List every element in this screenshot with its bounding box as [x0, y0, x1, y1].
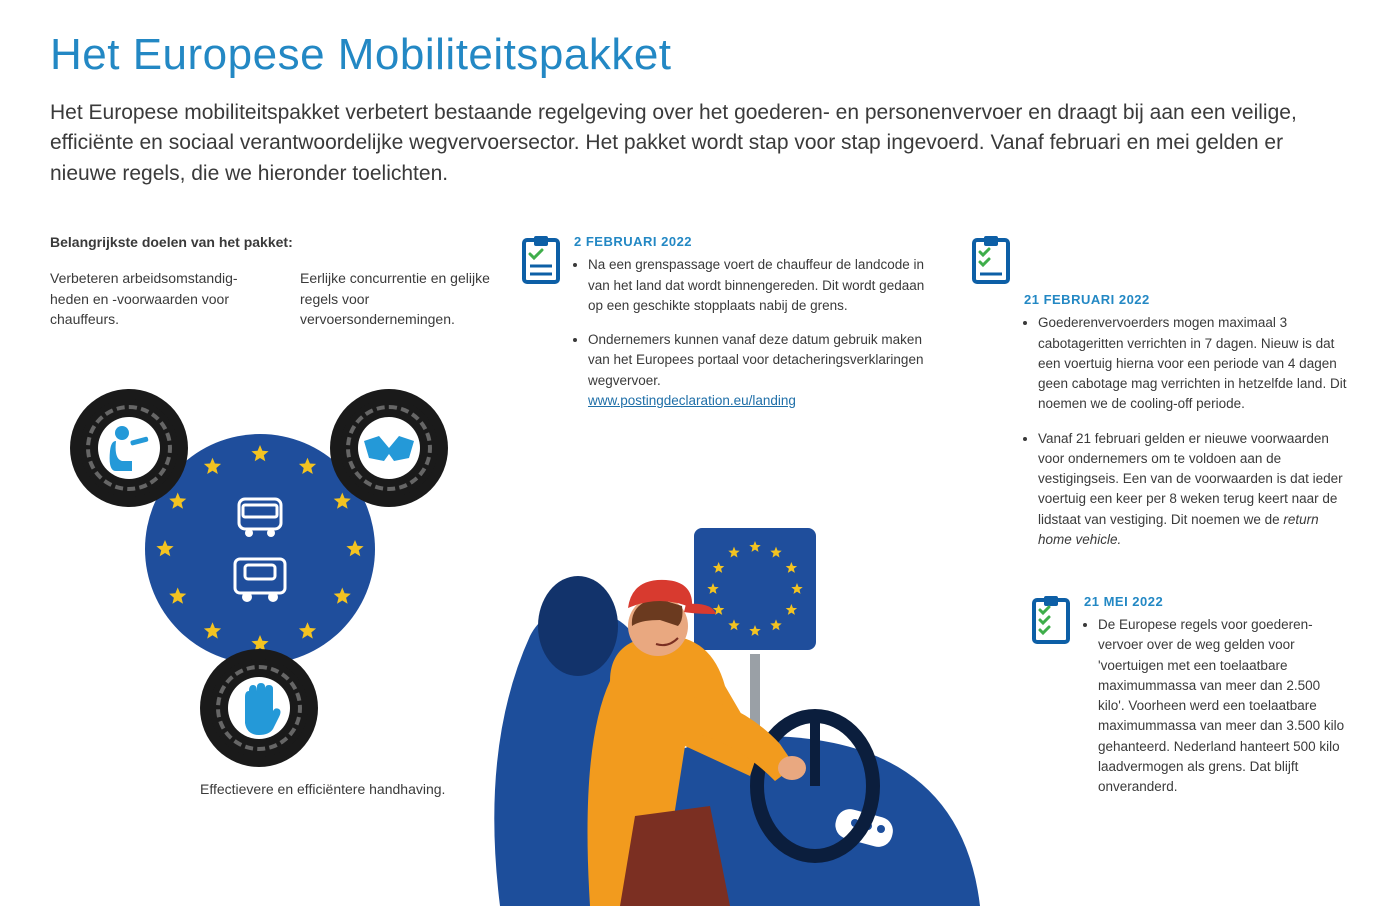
block-21-feb: 21 FEBRUARI 2022 Goederenvervoerders mog… [970, 234, 1350, 564]
posting-link[interactable]: www.postingdeclaration.eu/landing [588, 393, 796, 408]
goal-2: Eerlijke concurrentie en gelijke regels … [300, 268, 490, 329]
tire-handshake-icon [330, 389, 448, 507]
d1-bullet-2: Ondernemers kunnen vanaf deze datum gebr… [588, 330, 940, 411]
page-title: Het Europese Mobiliteitspakket [50, 30, 1350, 80]
stop-hand-icon [235, 681, 283, 736]
d2-bullet-1: Goederenvervoerders mogen maximaal 3 cab… [1038, 313, 1350, 414]
date-2-label: 21 FEBRUARI 2022 [1024, 292, 1350, 307]
seated-driver-icon [102, 421, 157, 476]
goal-1: Verbeteren arbeidsomstandig­heden en -vo… [50, 268, 240, 329]
date-3-label: 21 MEI 2022 [1084, 594, 1350, 609]
tire-driver-icon [70, 389, 188, 507]
eu-diagram [50, 349, 470, 769]
tire-hand-icon [200, 649, 318, 767]
block-21-mei: 21 MEI 2022 De Europese regels voor goed… [1030, 594, 1350, 811]
right-column: 21 FEBRUARI 2022 Goederenvervoerders mog… [970, 234, 1350, 841]
columns-layout: Belangrijkste doelen van het pakket: Ver… [50, 234, 1350, 841]
handshake-icon [359, 426, 419, 471]
goal-3: Effectievere en efficiëntere handhaving. [200, 779, 490, 799]
clipboard-icon [520, 234, 562, 284]
d2-bullet-2: Vanaf 21 februari gelden er nieuwe voorw… [1038, 429, 1350, 551]
block-2-feb: 2 FEBRUARI 2022 Na een grenspassage voer… [520, 234, 940, 425]
goals-column: Belangrijkste doelen van het pakket: Ver… [50, 234, 490, 799]
d1-bullet-1: Na een grenspassage voert de chauffeur d… [588, 255, 940, 316]
middle-column: 2 FEBRUARI 2022 Na een grenspassage voer… [520, 234, 940, 455]
clipboard-icon [970, 234, 1012, 284]
date-1-label: 2 FEBRUARI 2022 [574, 234, 940, 249]
intro-paragraph: Het Europese mobiliteitspakket verbetert… [50, 98, 1330, 189]
clipboard-icon [1030, 594, 1072, 644]
d3-bullet-1: De Europese regels voor goederen­vervoer… [1098, 615, 1350, 797]
goals-heading: Belangrijkste doelen van het pakket: [50, 234, 490, 250]
